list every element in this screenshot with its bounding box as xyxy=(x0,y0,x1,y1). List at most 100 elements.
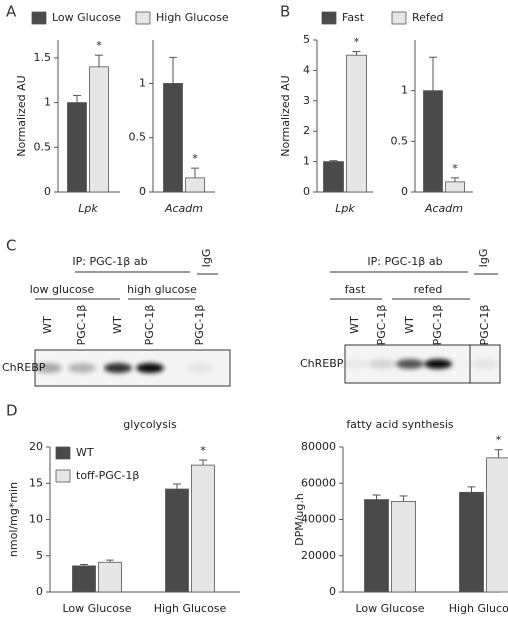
bar xyxy=(391,500,416,593)
y-tick-label: 0 xyxy=(401,185,408,198)
significance-mark: * xyxy=(200,444,206,457)
y-tick-label: 1 xyxy=(401,84,408,97)
chart-title: glycolysis xyxy=(123,418,177,431)
control-label: IgG xyxy=(477,249,490,268)
y-tick-label: 60000 xyxy=(301,476,336,489)
y-tick-label: 80000 xyxy=(301,440,336,453)
band xyxy=(186,363,214,373)
y-axis-label: nmol/mg*min xyxy=(7,482,20,557)
bar xyxy=(423,90,443,193)
significance-mark: * xyxy=(192,152,198,165)
error-bar xyxy=(329,160,338,162)
y-tick-label: 4 xyxy=(303,63,310,76)
legend-swatch xyxy=(321,11,337,25)
error-bar xyxy=(80,563,88,566)
y-tick-label: 0 xyxy=(329,585,336,598)
bar xyxy=(98,561,122,593)
y-tick-label: 0 xyxy=(303,185,310,198)
lane-label: PGC-1β xyxy=(478,305,491,346)
error-bar xyxy=(429,56,437,91)
legend-swatch xyxy=(135,11,151,25)
band xyxy=(68,363,96,373)
y-tick-label: 0 xyxy=(44,185,51,198)
lane-label: PGC-1β xyxy=(75,305,88,346)
legend-label: High Glucose xyxy=(156,11,229,24)
ip-label: IP: PGC-1β ab xyxy=(72,255,147,268)
bar xyxy=(89,66,109,193)
lane-label: PGC-1β xyxy=(431,305,444,346)
bar xyxy=(191,464,215,593)
legend-label: Refed xyxy=(412,11,444,24)
x-tick-label: Acadm xyxy=(424,202,463,215)
error-bar xyxy=(352,51,361,56)
error-bar xyxy=(95,54,103,67)
y-tick-label: 0.5 xyxy=(129,131,147,144)
significance-mark: * xyxy=(354,36,360,49)
bar xyxy=(323,161,344,193)
error-bar xyxy=(173,483,181,490)
y-axis-label: Normalized AU xyxy=(279,75,292,156)
y-tick-label: 1 xyxy=(139,76,146,89)
error-bar xyxy=(199,459,207,466)
legend-label: WT xyxy=(76,446,94,459)
y-tick-label: 10 xyxy=(29,513,43,526)
bar xyxy=(185,177,205,193)
significance-mark: * xyxy=(96,39,102,52)
y-tick-label: 2 xyxy=(303,124,310,137)
y-tick-label: 15 xyxy=(29,476,43,489)
control-label: IgG xyxy=(200,249,213,268)
y-tick-label: 0.5 xyxy=(34,140,52,153)
y-tick-label: 40000 xyxy=(301,513,336,526)
bar xyxy=(163,83,183,193)
bar xyxy=(459,491,484,593)
error-bar xyxy=(372,494,381,500)
group-label: low glucose xyxy=(30,283,95,296)
lane-label: WT xyxy=(348,316,361,334)
legend-swatch xyxy=(31,11,47,25)
legend-swatch xyxy=(55,446,71,460)
x-tick-label: Low Glucose xyxy=(63,602,132,615)
y-tick-label: 5 xyxy=(36,549,43,562)
group-label: refed xyxy=(414,283,443,296)
lane-label: PGC-1β xyxy=(193,305,206,346)
band xyxy=(424,359,452,369)
error-bar xyxy=(191,167,199,178)
group-label: high glucose xyxy=(127,283,197,296)
panel-label: A xyxy=(6,3,17,21)
band xyxy=(34,363,62,373)
band xyxy=(104,363,132,373)
legend-label: toff-PGC-1β xyxy=(76,469,139,482)
group-label: fast xyxy=(345,283,366,296)
band xyxy=(471,359,499,369)
legend-swatch xyxy=(55,469,71,483)
bar xyxy=(346,54,367,193)
error-bar xyxy=(494,449,503,458)
bar xyxy=(486,457,508,593)
lane-label: WT xyxy=(41,316,54,334)
significance-mark: * xyxy=(496,434,502,447)
band xyxy=(368,359,396,369)
y-axis-label: Normalized AU xyxy=(15,75,28,156)
panel-label: C xyxy=(6,237,16,255)
y-tick-label: 5 xyxy=(303,33,310,46)
y-tick-label: 0 xyxy=(36,585,43,598)
x-tick-label: High Glucose xyxy=(449,602,508,615)
panel-label: B xyxy=(280,3,290,21)
y-tick-label: 1 xyxy=(303,155,310,168)
legend-label: Low Glucose xyxy=(52,11,121,24)
lane-label: WT xyxy=(403,316,416,334)
error-bar xyxy=(467,486,476,493)
band xyxy=(136,363,164,373)
error-bar xyxy=(169,56,177,84)
x-tick-label: High Glucose xyxy=(154,602,227,615)
bar xyxy=(364,499,389,593)
y-tick-label: 3 xyxy=(303,94,310,107)
error-bar xyxy=(73,94,81,103)
x-tick-label: Low Glucose xyxy=(356,602,425,615)
protein-label: ChREBP xyxy=(2,361,46,374)
band xyxy=(396,359,424,369)
panel-label: D xyxy=(6,402,18,420)
error-bar xyxy=(451,177,459,182)
x-tick-label: Lpk xyxy=(78,202,98,215)
